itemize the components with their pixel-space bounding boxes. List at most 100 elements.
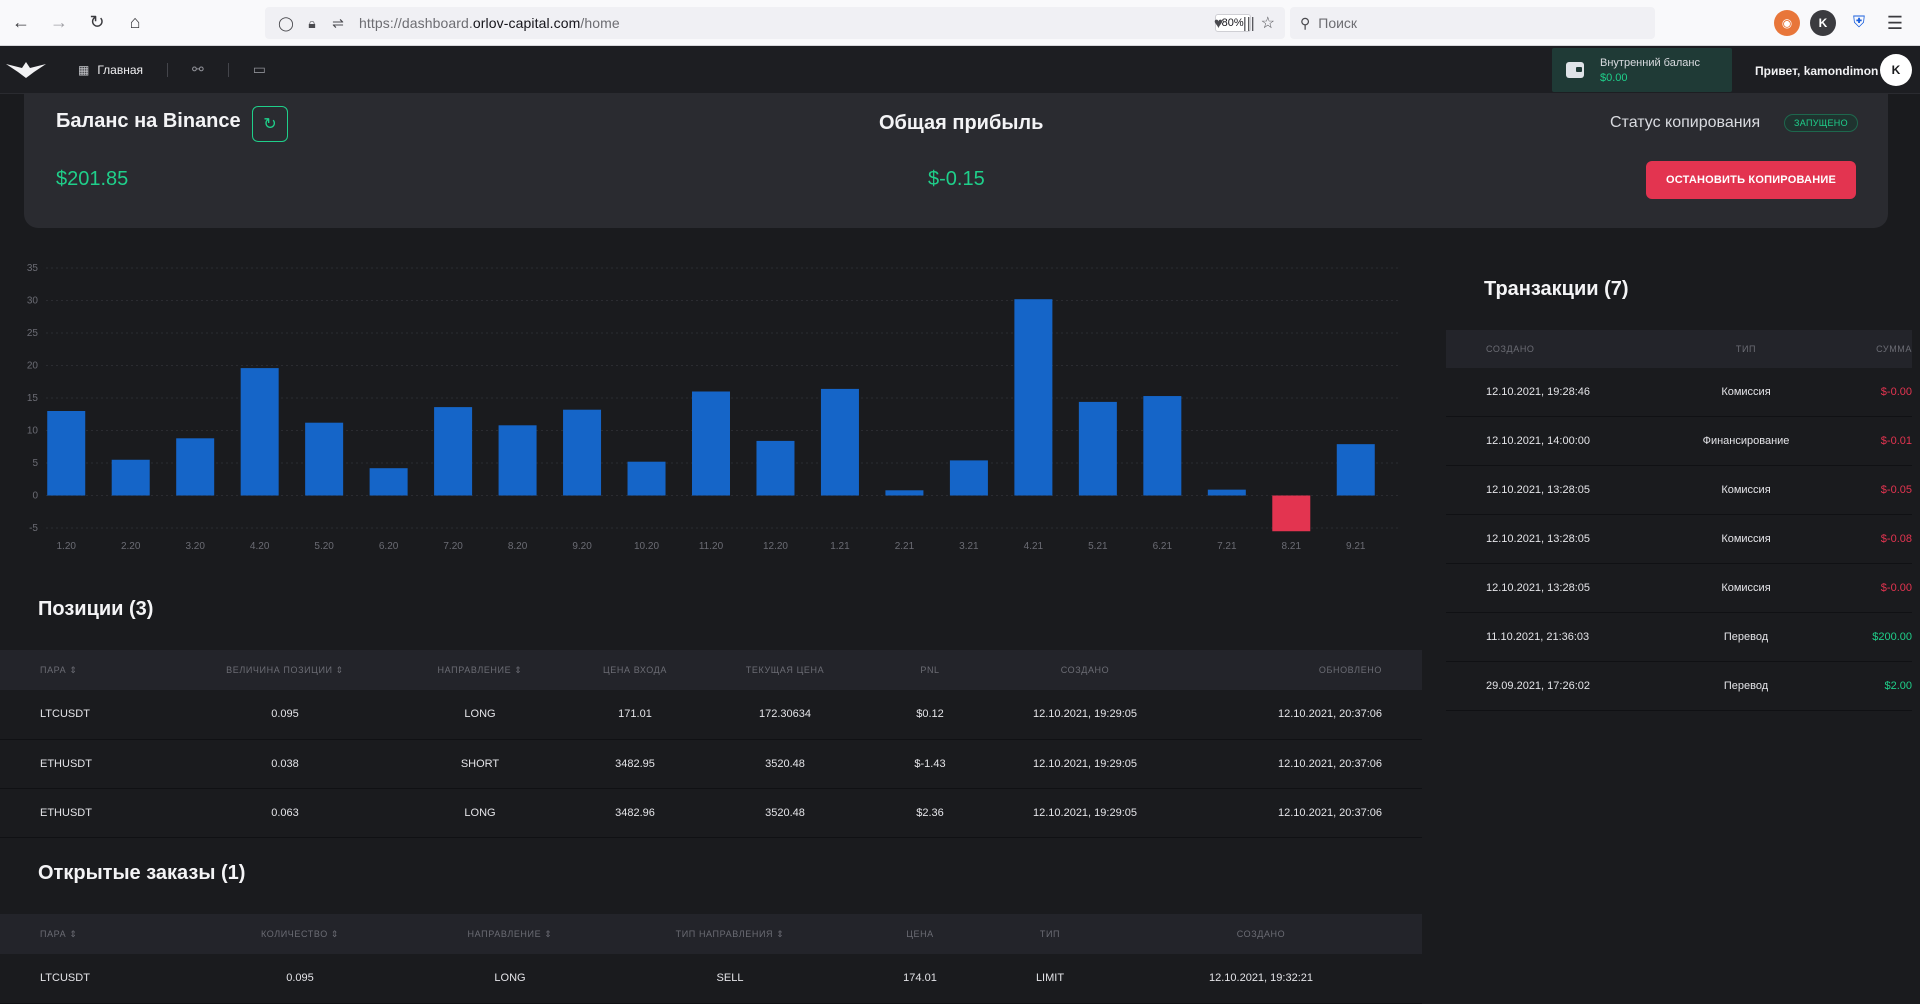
transaction-row[interactable]: 29.09.2021, 17:26:02 Перевод $2.00 — [1446, 662, 1912, 711]
x-tick-label: 3.20 — [185, 541, 205, 552]
users-icon[interactable]: ⚯ — [192, 61, 204, 77]
pnl-bar-chart: 35 30 25 20 15 10 5 0 -5 1.20 2.20 3.20 4.20 5.20 6.20… — [27, 263, 1400, 552]
bar[interactable] — [240, 368, 279, 496]
table-row[interactable]: ETHUSDT 0.038 SHORT 3482.95 3520.48 $-1.43 12.… — [0, 739, 1422, 789]
transaction-row[interactable]: 11.10.2021, 21:36:03 Перевод $200.00 — [1446, 613, 1912, 662]
bar[interactable] — [47, 411, 86, 496]
transaction-cell: Комиссия — [1721, 533, 1771, 545]
url-text[interactable]: https://dashboard.orlov-capital.com/home — [359, 15, 620, 31]
column-header: СУММА — [1876, 344, 1912, 354]
avatar[interactable]: K — [1880, 54, 1912, 86]
bar[interactable] — [111, 459, 150, 496]
forward-icon[interactable]: → — [50, 12, 68, 32]
x-tick-label: 7.20 — [443, 541, 463, 552]
bar[interactable] — [498, 425, 537, 496]
address-bar[interactable]: ◯ 🔒︎ ⇌ https://dashboard.orlov-capital.c… — [265, 7, 1285, 39]
transaction-row[interactable]: 12.10.2021, 13:28:05 Комиссия $-0.05 — [1446, 466, 1912, 515]
column-header[interactable]: ТЕКУЩАЯ ЦЕНА — [700, 650, 870, 690]
column-header[interactable]: PNL — [870, 650, 990, 690]
bar[interactable] — [756, 440, 795, 496]
stop-copying-button[interactable]: ОСТАНОВИТЬ КОПИРОВАНИЕ — [1646, 161, 1856, 199]
column-header[interactable]: ПАРА ⇕ — [0, 914, 200, 954]
table-row[interactable]: ETHUSDT 0.063 LONG 3482.96 3520.48 $2.36 12.10… — [0, 788, 1422, 838]
bar[interactable] — [692, 391, 730, 496]
table-row[interactable]: LTCUSDT 0.095 LONG SELL 174.01 LIMIT 12.10.202… — [0, 954, 1422, 1004]
table-cell: 12.10.2021, 20:37:06 — [1180, 690, 1422, 740]
bar[interactable] — [369, 468, 408, 496]
bar[interactable] — [1014, 299, 1053, 496]
transaction-row[interactable]: 12.10.2021, 19:28:46 Комиссия $-0.00 — [1446, 368, 1912, 417]
table-cell: LONG — [400, 954, 620, 1004]
back-icon[interactable]: ← — [12, 12, 30, 32]
card-icon[interactable]: ▭ — [252, 61, 266, 77]
table-cell: SHORT — [390, 739, 570, 789]
bitwarden-icon[interactable]: ⛨ — [1852, 14, 1865, 31]
table-cell: LTCUSDT — [0, 954, 200, 1004]
column-header[interactable]: НАПРАВЛЕНИЕ ⇕ — [390, 650, 570, 690]
bar[interactable] — [1336, 444, 1375, 496]
transaction-cell: $-0.08 — [1880, 533, 1912, 545]
extension-k-icon[interactable]: K — [1810, 10, 1836, 36]
column-header[interactable]: ЦЕНА — [840, 914, 1000, 954]
shield-icon[interactable]: ◯ — [278, 14, 294, 31]
permissions-icon[interactable]: ⇌ — [332, 14, 344, 31]
logo-icon[interactable] — [4, 58, 48, 82]
table-cell: SELL — [620, 954, 840, 1004]
y-tick-label: 25 — [27, 328, 39, 339]
column-header[interactable]: НАПРАВЛЕНИЕ ⇕ — [400, 914, 620, 954]
column-header[interactable]: СОЗДАНО — [1100, 914, 1422, 954]
column-header[interactable]: ПАРА ⇕ — [0, 650, 180, 690]
extension-icon[interactable]: ◉ — [1774, 10, 1800, 36]
library-icon[interactable]: ||| — [1242, 14, 1255, 32]
wallet-icon — [1566, 62, 1584, 78]
bar[interactable] — [563, 409, 602, 496]
column-header[interactable]: ТИП — [1000, 914, 1100, 954]
transactions-table: СОЗДАНО ТИП СУММА 12.10.2021, 19:28:46 Коми… — [1446, 330, 1912, 711]
bar[interactable] — [176, 438, 215, 496]
bar[interactable] — [1272, 495, 1311, 532]
nav-home[interactable]: ▦ Главная — [78, 63, 143, 77]
x-tick-label: 2.21 — [895, 541, 915, 552]
bar[interactable] — [1207, 489, 1246, 496]
transaction-cell: $-0.05 — [1880, 484, 1912, 496]
bookmark-star-icon[interactable]: ☆ — [1260, 15, 1275, 32]
menu-icon[interactable]: ☰ — [1886, 12, 1904, 33]
table-cell: 3482.95 — [570, 739, 700, 789]
column-header[interactable]: ЦЕНА ВХОДА — [570, 650, 700, 690]
transaction-cell: 12.10.2021, 13:28:05 — [1486, 533, 1590, 545]
bar[interactable] — [820, 388, 859, 496]
bar[interactable] — [305, 422, 344, 496]
pocket-icon[interactable]: ♥︎ — [1214, 14, 1223, 32]
bar[interactable] — [434, 407, 473, 496]
refresh-button[interactable]: ↻ — [252, 106, 288, 142]
column-header[interactable]: ОБНОВЛЕНО — [1180, 650, 1422, 690]
internal-balance[interactable]: Внутренний баланс $0.00 — [1552, 48, 1732, 92]
reload-icon[interactable]: ↻ — [89, 12, 105, 32]
total-profit-value: $-0.15 — [928, 168, 985, 190]
lock-icon[interactable]: 🔒︎ — [308, 14, 316, 31]
bar[interactable] — [949, 460, 988, 496]
transactions-title: Транзакции (7) — [1484, 278, 1629, 300]
home-icon[interactable]: ⌂ — [129, 12, 141, 32]
x-tick-label: 6.21 — [1153, 541, 1173, 552]
column-header[interactable]: ТИП НАПРАВЛЕНИЯ ⇕ — [620, 914, 840, 954]
column-header[interactable]: СОЗДАНО — [990, 650, 1180, 690]
table-cell: 12.10.2021, 20:37:06 — [1180, 739, 1422, 789]
bar[interactable] — [1143, 396, 1182, 496]
transaction-row[interactable]: 12.10.2021, 13:28:05 Комиссия $-0.08 — [1446, 515, 1912, 564]
bar[interactable] — [885, 490, 924, 496]
table-cell: LTCUSDT — [0, 690, 180, 740]
table-cell: $-1.43 — [870, 739, 990, 789]
zoom-level[interactable]: 80% — [1214, 14, 1251, 32]
wallet-label: Внутренний баланс — [1600, 56, 1700, 69]
column-header[interactable]: КОЛИЧЕСТВО ⇕ — [200, 914, 400, 954]
bar[interactable] — [1078, 401, 1117, 496]
table-cell: LONG — [390, 788, 570, 838]
table-row[interactable]: LTCUSDT 0.095 LONG 171.01 172.30634 $0.12 12.1… — [0, 690, 1422, 740]
search-bar[interactable]: ⚲ Поиск — [1290, 7, 1655, 39]
transaction-row[interactable]: 12.10.2021, 14:00:00 Финансирование $-0.01 — [1446, 417, 1912, 466]
transaction-row[interactable]: 12.10.2021, 13:28:05 Комиссия $-0.00 — [1446, 564, 1912, 613]
transaction-cell: Финансирование — [1702, 435, 1790, 447]
column-header[interactable]: ВЕЛИЧИНА ПОЗИЦИИ ⇕ — [180, 650, 390, 690]
bar[interactable] — [627, 461, 666, 496]
